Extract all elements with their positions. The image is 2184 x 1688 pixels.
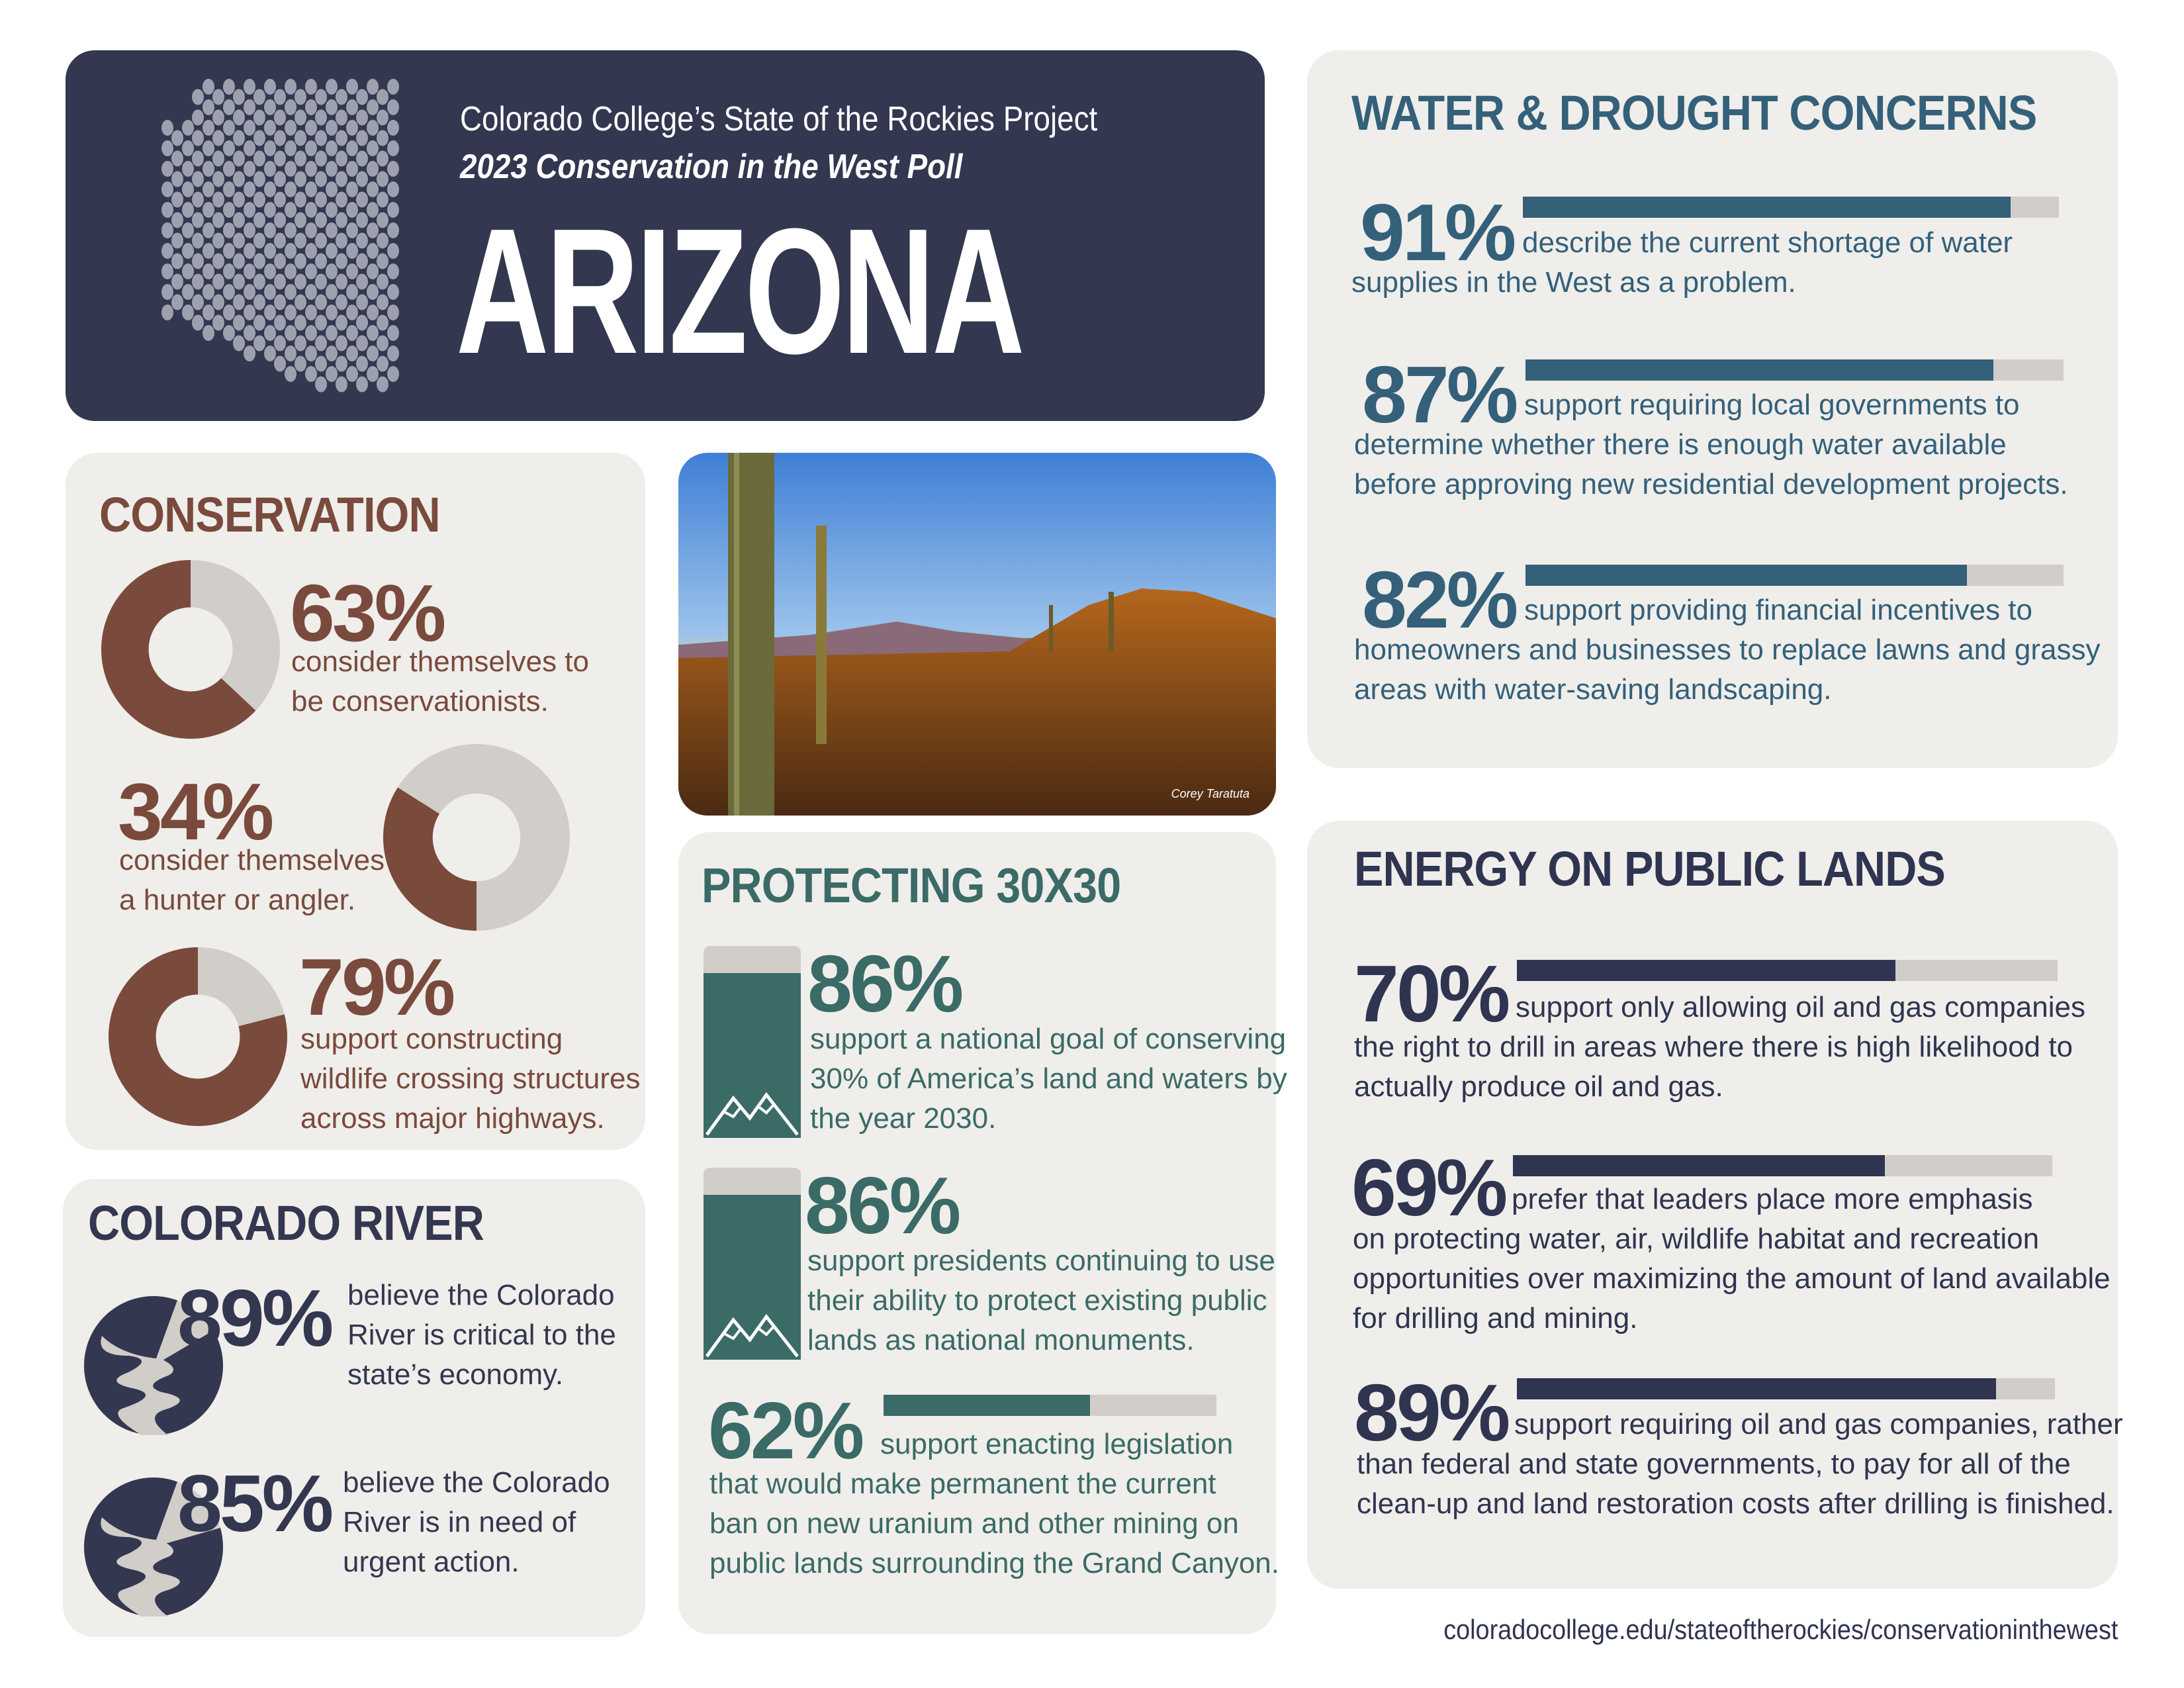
energy-stat-1-text: support only allowing oil and gas compan… bbox=[1516, 991, 2085, 1023]
water-title: WATER & DROUGHT CONCERNS bbox=[1351, 85, 2037, 140]
energy-stat-3-text: than federal and state governments, to p… bbox=[1357, 1448, 2071, 1480]
protecting-stat-3-bar-fill bbox=[884, 1395, 1090, 1416]
protecting-stat-2-percent: 86% bbox=[805, 1160, 961, 1250]
water-stat-3-text: areas with water-saving landscaping. bbox=[1354, 673, 1832, 706]
water-stat-1-bar bbox=[1523, 197, 2059, 218]
colorado_river-stat-1-text: believe the Colorado bbox=[347, 1279, 615, 1311]
water-stat-1-percent: 91% bbox=[1360, 187, 1516, 277]
donut-hole bbox=[156, 994, 240, 1079]
colorado_river-stat-1-text: state’s economy. bbox=[347, 1358, 564, 1391]
energy-stat-2-text: opportunities over maximizing the amount… bbox=[1353, 1262, 2111, 1295]
conservation-stat-2-percent: 34% bbox=[118, 767, 274, 857]
mountain-bar-icon bbox=[704, 946, 801, 1138]
water-stat-3-bar-fill bbox=[1525, 565, 1967, 586]
conservation-stat-1-text: consider themselves to bbox=[291, 645, 589, 678]
water-stat-3-text: support providing financial incentives t… bbox=[1524, 594, 2033, 626]
water-stat-2-text: support requiring local governments to bbox=[1524, 389, 2020, 421]
energy-stat-3-bar-fill bbox=[1517, 1378, 1996, 1399]
water-stat-1-bar-fill bbox=[1523, 197, 2011, 218]
conservation-stat-1-text: be conservationists. bbox=[291, 685, 549, 718]
energy-stat-1-bar-fill bbox=[1517, 960, 1895, 981]
energy-stat-2-text: on protecting water, air, wildlife habit… bbox=[1353, 1223, 2040, 1255]
protecting-stat-3-percent: 62% bbox=[708, 1385, 864, 1476]
energy-title: ENERGY ON PUBLIC LANDS bbox=[1354, 841, 1946, 896]
water-stat-2-percent: 87% bbox=[1362, 350, 1518, 440]
colorado_river-stat-2-text: believe the Colorado bbox=[343, 1466, 610, 1499]
saguaro-landscape-image bbox=[678, 453, 1276, 816]
water-stat-2-text: determine whether there is enough water … bbox=[1354, 428, 2007, 461]
energy-stat-2-percent: 69% bbox=[1351, 1143, 1508, 1233]
protecting-stat-1-text: the year 2030. bbox=[810, 1102, 997, 1135]
protecting-stat-1-text: 30% of America’s land and waters by bbox=[810, 1062, 1287, 1095]
desert-photo: Corey Taratuta bbox=[678, 453, 1276, 816]
protecting-title: PROTECTING 30X30 bbox=[702, 858, 1121, 913]
conservation-stat-3-text: support constructing bbox=[300, 1023, 563, 1055]
photo-credit: Corey Taratuta bbox=[1171, 787, 1250, 800]
protecting-stat-1-text: support a national goal of conserving bbox=[810, 1023, 1287, 1055]
water-stat-2-bar-fill bbox=[1525, 359, 1994, 381]
energy-stat-2-text: prefer that leaders place more emphasis bbox=[1512, 1183, 2033, 1215]
conservation-donuts bbox=[101, 560, 570, 1126]
colorado_river-stat-2-text: urgent action. bbox=[343, 1546, 520, 1578]
protecting-stat-3-bar bbox=[884, 1395, 1216, 1416]
arizona-dot-map-icon bbox=[161, 79, 399, 393]
mountain-bar-fill bbox=[704, 972, 801, 1138]
energy-stat-1-bar bbox=[1517, 960, 2058, 981]
energy-stat-1-text: actually produce oil and gas. bbox=[1354, 1070, 1723, 1103]
colorado_river-stat-1-text: River is critical to the bbox=[347, 1319, 616, 1351]
colorado_river-stat-2-percent: 85% bbox=[177, 1458, 334, 1548]
donut-hole bbox=[148, 607, 233, 692]
colorado_river-stat-2-text: River is in need of bbox=[343, 1506, 576, 1538]
conservation-stat-2-text: consider themselves bbox=[119, 844, 385, 876]
energy-stat-1-percent: 70% bbox=[1354, 949, 1510, 1039]
protecting-stat-1-percent: 86% bbox=[807, 939, 964, 1029]
energy-stat-2-bar bbox=[1513, 1155, 2052, 1176]
protecting-stat-2-text: their ability to protect existing public bbox=[807, 1284, 1267, 1317]
water-stat-3-text: homeowners and businesses to replace law… bbox=[1354, 633, 2101, 666]
energy-stat-1-text: the right to drill in areas where there … bbox=[1354, 1031, 2073, 1063]
protecting-stat-3-text: that would make permanent the current bbox=[709, 1468, 1216, 1500]
conservation-title: CONSERVATION bbox=[99, 487, 441, 542]
conservation-stat-1-percent: 63% bbox=[290, 568, 446, 658]
water-stat-3-percent: 82% bbox=[1362, 555, 1518, 645]
conservation-stat-3-text: across major highways. bbox=[300, 1102, 605, 1135]
protecting-stat-2-text: lands as national monuments. bbox=[807, 1324, 1195, 1356]
water-stat-3-bar bbox=[1525, 565, 2064, 586]
protecting-stat-3-text: ban on new uranium and other mining on bbox=[709, 1507, 1239, 1540]
colorado_river-stat-1-percent: 89% bbox=[177, 1273, 334, 1363]
energy-stat-2-bar-fill bbox=[1513, 1155, 1886, 1176]
river-pie-icon bbox=[84, 1296, 224, 1435]
energy-stat-3-text: support requiring oil and gas companies,… bbox=[1514, 1408, 2123, 1440]
water-stat-2-text: before approving new residential develop… bbox=[1354, 468, 2068, 500]
colorado-river-title: COLORADO RIVER bbox=[88, 1196, 484, 1250]
energy-stat-3-bar bbox=[1517, 1378, 2055, 1399]
water-stat-1-text: supplies in the West as a problem. bbox=[1351, 266, 1796, 299]
mountain-bar-fill bbox=[704, 1194, 801, 1360]
water-stat-2-bar bbox=[1525, 359, 2064, 381]
energy-stat-3-percent: 89% bbox=[1354, 1368, 1510, 1458]
state-title: ARIZONA bbox=[456, 192, 1025, 391]
mountain-bar-icon bbox=[704, 1168, 801, 1360]
protecting-stat-2-text: support presidents continuing to use bbox=[807, 1244, 1275, 1277]
energy-panel bbox=[1307, 821, 2118, 1589]
conservation-stat-2-text: a hunter or angler. bbox=[119, 884, 356, 916]
river-pie-icon bbox=[84, 1477, 223, 1617]
water-drought-panel bbox=[1307, 50, 2118, 768]
river-icons bbox=[84, 1296, 224, 1617]
energy-stat-2-text: for drilling and mining. bbox=[1353, 1302, 1638, 1335]
energy-stat-3-text: clean-up and land restoration costs afte… bbox=[1357, 1487, 2115, 1520]
donut-hole bbox=[432, 793, 521, 882]
footer-url[interactable]: coloradocollege.edu/stateoftherockies/co… bbox=[1443, 1614, 2118, 1645]
conservation-stat-3-text: wildlife crossing structures bbox=[300, 1062, 641, 1095]
water-stat-1-text: describe the current shortage of water bbox=[1522, 226, 2013, 259]
conservation-stat-3-percent: 79% bbox=[299, 942, 455, 1032]
project-subtitle: Colorado College’s State of the Rockies … bbox=[460, 100, 1098, 138]
protecting-stat-3-text: public lands surrounding the Grand Canyo… bbox=[709, 1547, 1279, 1579]
poll-title: 2023 Conservation in the West Poll bbox=[460, 148, 963, 186]
header-banner: Colorado College’s State of the Rockies … bbox=[66, 50, 1265, 421]
protecting-stat-3-text: support enacting legislation bbox=[880, 1428, 1234, 1460]
